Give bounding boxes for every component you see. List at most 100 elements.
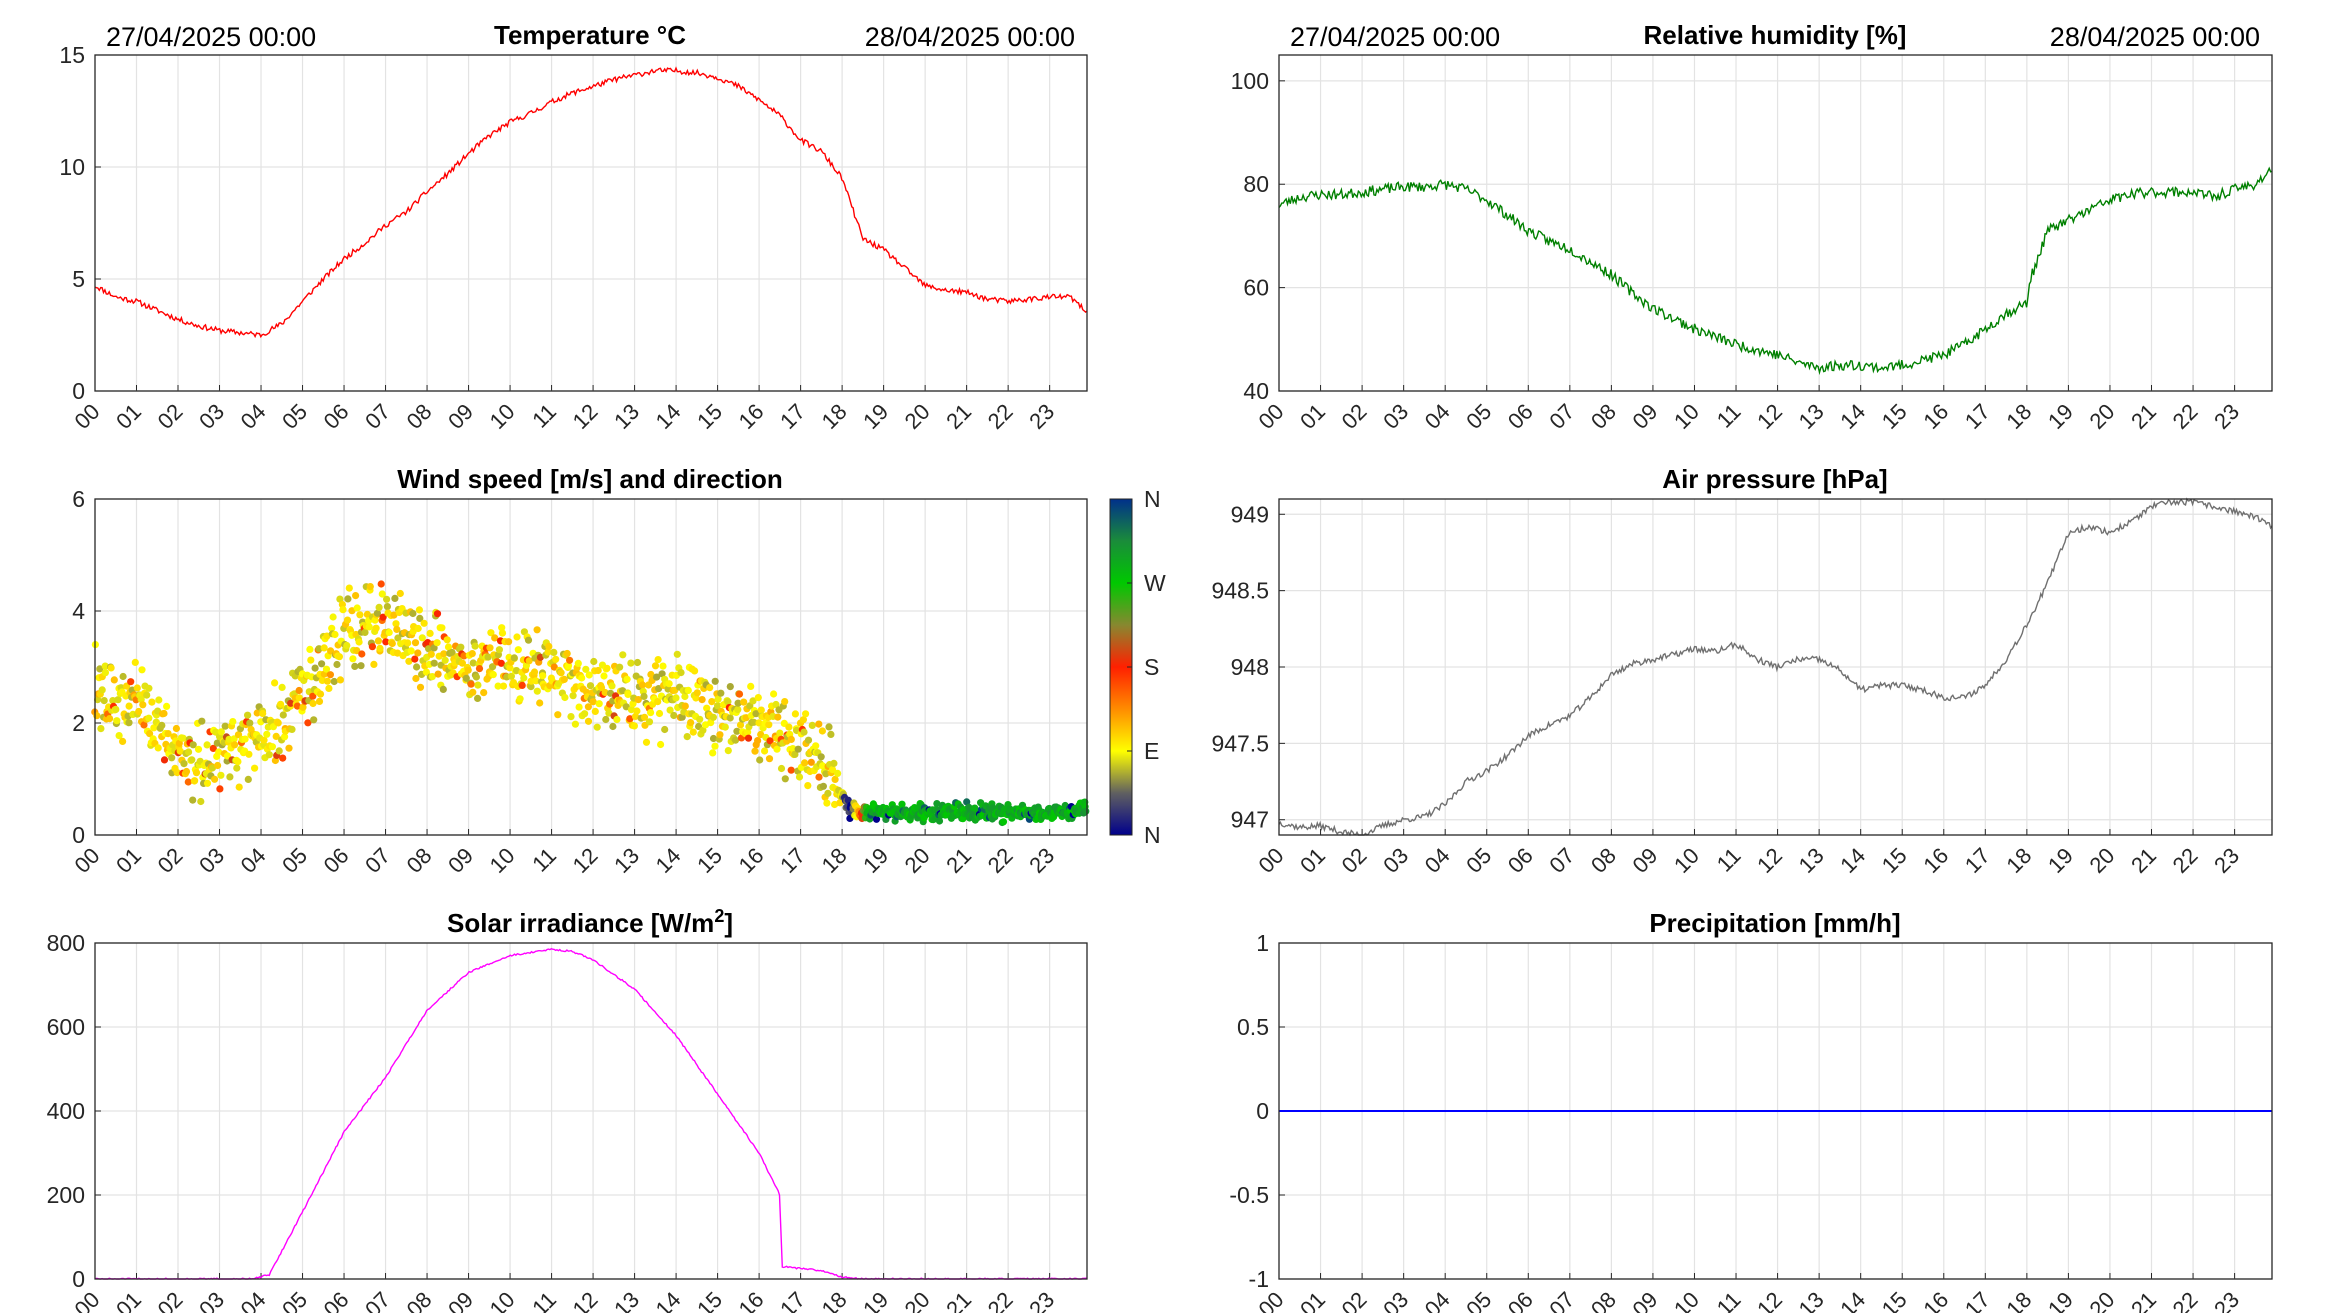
wind-point bbox=[372, 624, 380, 632]
wind-point bbox=[188, 756, 196, 764]
wind-point bbox=[231, 741, 239, 749]
wind-point bbox=[416, 614, 424, 623]
wind-point bbox=[640, 692, 648, 701]
end-datetime-left: 28/04/2025 00:00 bbox=[865, 22, 1075, 52]
wind-point bbox=[661, 725, 669, 734]
wind-point bbox=[657, 740, 665, 749]
wind-point bbox=[374, 637, 382, 645]
wind-point bbox=[594, 666, 602, 675]
wind-point bbox=[550, 648, 558, 657]
wind-point bbox=[309, 692, 317, 700]
wind-point bbox=[215, 748, 223, 756]
wind-point bbox=[404, 639, 412, 647]
wind-point bbox=[246, 719, 254, 727]
y-tick-label: 10 bbox=[59, 154, 85, 180]
wind-point bbox=[575, 703, 583, 711]
wind-point bbox=[527, 683, 535, 691]
wind-point bbox=[802, 710, 810, 718]
wind-point bbox=[822, 770, 830, 778]
wind-point bbox=[329, 613, 337, 621]
y-tick-label: 100 bbox=[1231, 68, 1269, 94]
wind-point bbox=[497, 659, 505, 667]
wind-point bbox=[495, 646, 503, 654]
wind-point bbox=[724, 747, 732, 755]
wind-point bbox=[691, 667, 699, 675]
wind-point bbox=[773, 745, 781, 753]
wind-point bbox=[272, 732, 280, 741]
wind-point bbox=[373, 609, 381, 617]
wind-point bbox=[330, 677, 338, 686]
axes-frame bbox=[1278, 498, 2273, 836]
wind-point bbox=[601, 688, 609, 697]
wind-point bbox=[516, 695, 524, 703]
humidity-plot-area bbox=[1279, 55, 2272, 391]
wind-point bbox=[754, 737, 762, 745]
wind-point bbox=[226, 773, 234, 781]
y-tick-label: 947 bbox=[1231, 807, 1269, 833]
wind-point bbox=[765, 721, 773, 729]
wind-point bbox=[198, 717, 206, 725]
wind-point bbox=[525, 657, 533, 665]
wind-point bbox=[494, 682, 502, 690]
wind-point bbox=[714, 702, 722, 710]
wind-point bbox=[430, 659, 438, 667]
wind-point bbox=[189, 796, 197, 804]
wind-point bbox=[444, 643, 453, 651]
wind-point bbox=[603, 664, 611, 672]
wind-point bbox=[581, 710, 589, 718]
wind-point bbox=[647, 709, 655, 717]
wind-point bbox=[624, 690, 632, 699]
wind-point bbox=[94, 696, 102, 704]
wind-point bbox=[582, 665, 590, 673]
wind-point bbox=[143, 691, 151, 699]
wind-point bbox=[567, 713, 575, 721]
wind-point bbox=[474, 694, 482, 703]
wind-point bbox=[591, 707, 599, 716]
wind-point bbox=[475, 665, 484, 673]
wind-point bbox=[693, 689, 701, 697]
wind-point bbox=[474, 681, 482, 689]
wind-point bbox=[127, 678, 135, 686]
wind-point bbox=[390, 611, 398, 619]
wind-point bbox=[935, 817, 944, 825]
wind-point bbox=[318, 660, 326, 668]
wind-point bbox=[311, 664, 319, 672]
wind-point bbox=[468, 650, 476, 658]
wind-point bbox=[744, 734, 753, 742]
wind-point bbox=[217, 728, 225, 736]
wind-point bbox=[616, 663, 624, 671]
wind-point bbox=[708, 698, 716, 706]
wind-point bbox=[383, 595, 391, 603]
wind-point bbox=[203, 741, 211, 749]
wind-point bbox=[229, 718, 237, 726]
wind-point bbox=[345, 584, 353, 592]
wind-point bbox=[413, 663, 421, 671]
wind-point bbox=[834, 769, 842, 778]
wind-point bbox=[263, 730, 271, 738]
wind-point bbox=[1082, 807, 1090, 815]
wind-point bbox=[420, 619, 428, 627]
wind-point bbox=[234, 731, 243, 739]
colorbar-label: N bbox=[1144, 486, 1161, 512]
wind-point bbox=[192, 769, 201, 777]
wind-point bbox=[584, 703, 593, 711]
wind-point bbox=[627, 706, 636, 714]
wind-point bbox=[235, 783, 243, 791]
wind-point bbox=[818, 727, 827, 735]
wind-point bbox=[629, 700, 637, 708]
wind-point bbox=[513, 633, 521, 641]
wind-point bbox=[137, 695, 145, 704]
wind-point bbox=[343, 616, 352, 624]
wind-point bbox=[458, 659, 466, 667]
wind-point bbox=[709, 734, 718, 743]
wind-point bbox=[182, 767, 191, 776]
wind-point bbox=[448, 648, 456, 657]
wind-point bbox=[244, 711, 252, 719]
wind-point bbox=[552, 655, 560, 663]
y-tick-label: 0 bbox=[72, 822, 85, 848]
wind-point bbox=[740, 698, 748, 706]
wind-point bbox=[536, 653, 545, 661]
wind-point bbox=[383, 603, 391, 611]
wind-point bbox=[827, 730, 835, 739]
wind-point bbox=[696, 715, 704, 723]
